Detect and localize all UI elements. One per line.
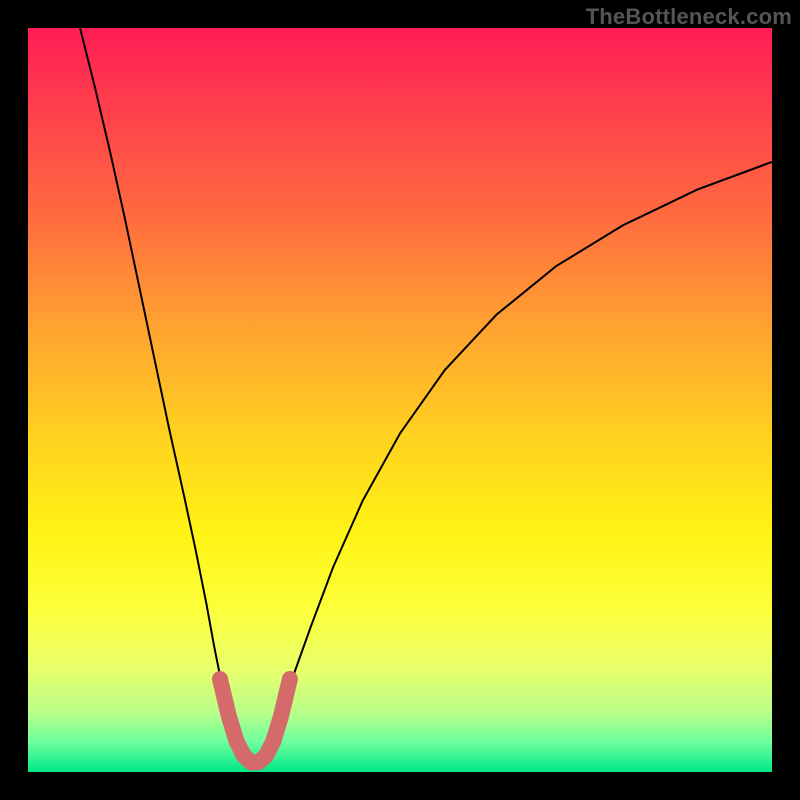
plot-area (28, 28, 772, 772)
gradient-background (28, 28, 772, 772)
watermark-text: TheBottleneck.com (586, 4, 792, 30)
bottleneck-curve-chart (28, 28, 772, 772)
